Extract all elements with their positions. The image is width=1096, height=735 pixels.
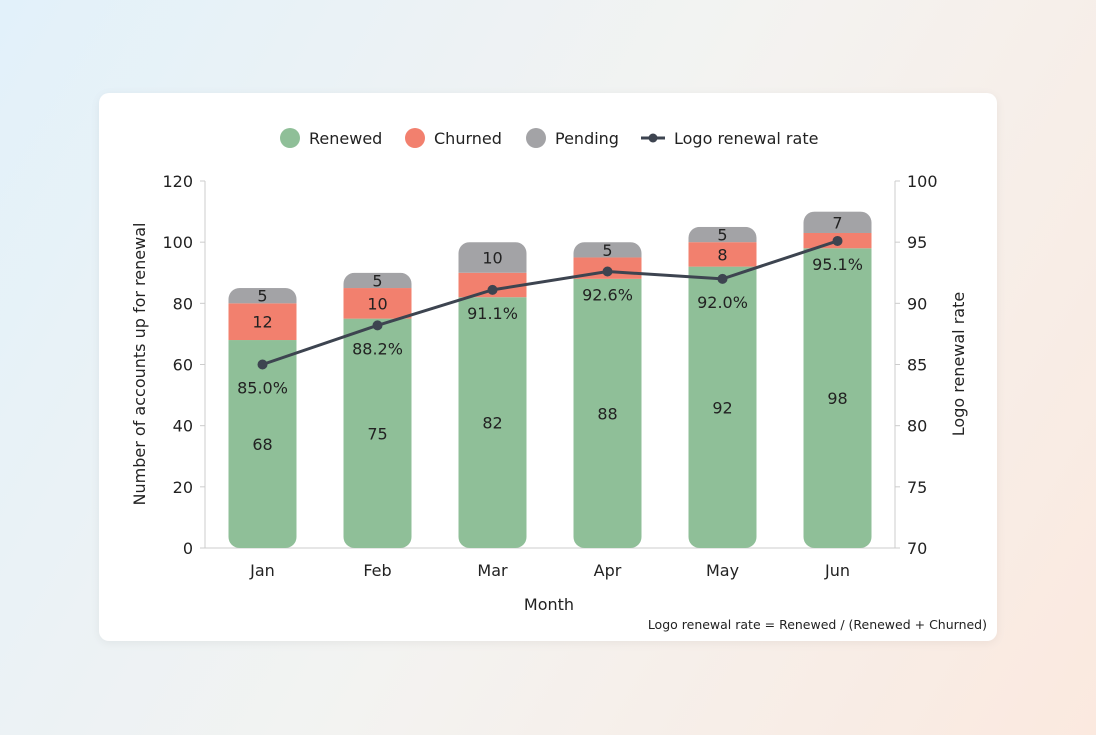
bar-stack-mar (458, 242, 527, 548)
y2-tick-label: 100 (907, 172, 938, 191)
bar-label: 98 (827, 389, 847, 408)
bar-label: 92 (712, 398, 732, 417)
y2-axis-label: Logo renewal rate (949, 292, 968, 436)
legend-item-pending: Pending (526, 128, 619, 148)
bar-label: 10 (482, 248, 502, 267)
x-tick-label: Mar (477, 561, 508, 580)
legend: Renewed Churned Pending Logo renewal rate (280, 128, 818, 148)
bar-label: 5 (257, 287, 267, 306)
bar-churned (688, 242, 757, 267)
rate-label: 95.1% (812, 255, 863, 274)
x-axis-label: Month (524, 595, 574, 614)
legend-label: Renewed (309, 129, 382, 148)
footnote: Logo renewal rate = Renewed / (Renewed +… (648, 617, 987, 632)
legend-swatch (405, 128, 425, 148)
x-tick-label: Apr (594, 561, 622, 580)
legend-item-logo-renewal-rate: Logo renewal rate (641, 129, 818, 148)
rate-line-path (262, 239, 838, 366)
rate-label: 92.6% (582, 286, 633, 305)
legend-label: Churned (434, 129, 502, 148)
bar-label: 8 (717, 245, 727, 264)
y-tick-label: 80 (173, 294, 193, 313)
y2-tick-label: 85 (907, 356, 927, 375)
y2-tick-label: 70 (907, 539, 927, 558)
bar-renewed (458, 297, 527, 548)
bar-stack-feb (343, 272, 412, 548)
bar-renewed (573, 278, 642, 548)
rate-label: 85.0% (237, 379, 288, 398)
bar-pending (573, 242, 642, 258)
bar-renewed (228, 340, 297, 548)
bar-label: 68 (252, 435, 272, 454)
rate-label: 91.1% (467, 304, 518, 323)
bar-label: 5 (372, 271, 382, 290)
x-tick-label: Feb (363, 561, 391, 580)
legend-marker (648, 133, 658, 143)
legend-item-churned: Churned (405, 128, 502, 148)
bar-label: 82 (482, 414, 502, 433)
bar-label: 75 (367, 424, 387, 443)
rate-point (717, 273, 728, 284)
rate-point (832, 235, 843, 246)
y-tick-label: 40 (173, 417, 193, 436)
y2-tick-label: 75 (907, 478, 927, 497)
bar-renewed (343, 318, 412, 548)
legend-swatch (280, 128, 300, 148)
x-tick-label: May (706, 561, 739, 580)
rate-line: 85.0% 88.2% 91.1% 92.6% 92.0% 95.1% (237, 235, 863, 398)
y-tick-label: 20 (173, 478, 193, 497)
legend-swatch (526, 128, 546, 148)
bar-pending (688, 226, 757, 243)
bar-stack-jan (228, 288, 297, 548)
bar-label: 10 (367, 294, 387, 313)
rate-point (487, 284, 498, 295)
legend-item-renewed: Renewed (280, 128, 382, 148)
bar-pending (803, 211, 872, 233)
bar-label: 12 (252, 313, 272, 332)
bar-pending (458, 242, 527, 273)
bar-label: 7 (832, 213, 842, 232)
y2-tick-label: 95 (907, 233, 927, 252)
bar-renewed (803, 248, 872, 548)
bar-churned (228, 303, 297, 341)
bar-churned (343, 288, 412, 319)
bar-label: 5 (717, 226, 727, 245)
legend-label: Logo renewal rate (674, 129, 818, 148)
rate-point (372, 320, 383, 331)
y2-tick-label: 80 (907, 417, 927, 436)
bar-label: 5 (602, 241, 612, 260)
y-tick-label: 100 (162, 233, 193, 252)
rate-point (602, 266, 613, 277)
x-tick-label: Jun (824, 561, 850, 580)
rate-point (257, 359, 268, 370)
y2-tick-label: 90 (907, 294, 927, 313)
y-tick-label: 60 (173, 356, 193, 375)
bar-pending (228, 288, 297, 304)
bar-stack-may (688, 226, 757, 548)
rate-label: 88.2% (352, 339, 403, 358)
bar-pending (343, 272, 412, 289)
x-tick-label: Jan (249, 561, 275, 580)
bar-renewed (688, 266, 757, 548)
y-axis-label: Number of accounts up for renewal (130, 223, 149, 506)
bar-label: 88 (597, 404, 617, 423)
y-tick-label: 0 (183, 539, 193, 558)
legend-label: Pending (555, 129, 619, 148)
rate-label: 92.0% (697, 293, 748, 312)
y-tick-label: 120 (162, 172, 193, 191)
